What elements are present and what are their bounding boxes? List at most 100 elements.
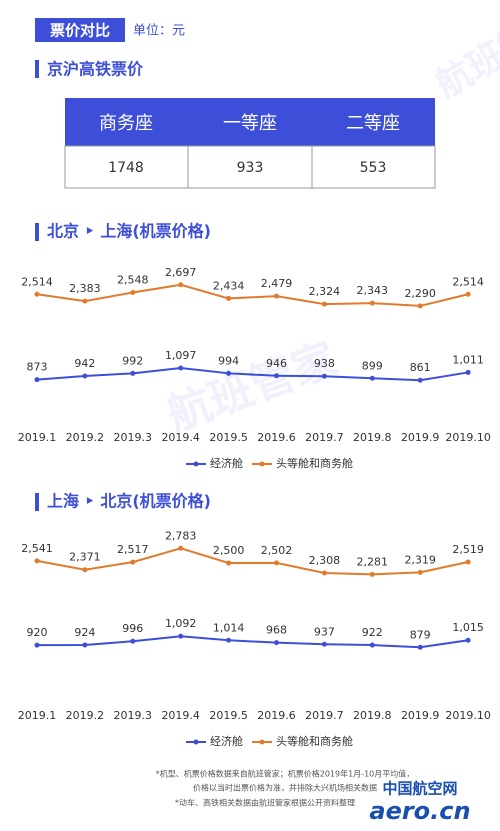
- data-label: 996: [122, 622, 143, 635]
- chart-title: 上海 ‣ 北京(机票价格): [47, 492, 211, 511]
- series-line: [36, 635, 469, 649]
- data-label: 2,548: [117, 274, 149, 287]
- data-label: 2,514: [21, 275, 53, 288]
- data-label: 1,011: [452, 353, 484, 366]
- x-tick-label: 2019.7: [305, 431, 344, 444]
- data-point: [321, 373, 327, 379]
- legend-label: 头等舱和商务舱: [276, 456, 353, 470]
- x-tick-label: 2019.4: [161, 709, 200, 722]
- legend-dot: [193, 461, 199, 467]
- data-label: 2,308: [309, 554, 341, 567]
- table-cell: 1748: [108, 160, 144, 176]
- table-cell: 553: [360, 160, 387, 176]
- x-tick-label: 2019.8: [353, 709, 392, 722]
- data-point: [82, 373, 88, 379]
- data-point: [178, 282, 184, 288]
- data-point: [34, 377, 40, 383]
- data-label: 2,371: [69, 551, 101, 564]
- x-tick-label: 2019.7: [305, 709, 344, 722]
- data-label: 2,383: [69, 282, 101, 295]
- data-point: [465, 637, 471, 643]
- data-point: [417, 644, 423, 650]
- data-point: [274, 293, 279, 299]
- series-line: [36, 283, 469, 307]
- x-tick-label: 2019.6: [257, 431, 296, 444]
- table-header-cell: 商务座: [99, 113, 153, 134]
- table-header: [65, 98, 435, 146]
- legend-label: 经济舱: [210, 456, 243, 470]
- data-label: 899: [362, 359, 383, 372]
- data-point: [178, 633, 184, 639]
- data-label: 2,541: [21, 542, 53, 555]
- data-label: 2,479: [261, 277, 293, 290]
- data-point: [274, 640, 279, 646]
- chart-title-marker: [35, 223, 39, 241]
- data-point: [417, 569, 423, 575]
- data-label: 1,097: [165, 349, 197, 362]
- data-point: [417, 303, 423, 309]
- data-point: [82, 298, 88, 304]
- data-label: 938: [314, 357, 335, 370]
- x-tick-label: 2019.1: [18, 709, 57, 722]
- data-point: [34, 291, 40, 297]
- data-point: [130, 370, 136, 376]
- header-title: 票价对比: [50, 22, 110, 40]
- note: *动车、高铁相关数据由航班管家根据公开资料整理: [175, 798, 355, 808]
- data-label: 2,517: [117, 543, 149, 556]
- data-point: [321, 641, 327, 647]
- data-label: 2,514: [452, 275, 484, 288]
- data-point: [82, 567, 88, 573]
- data-point: [34, 642, 40, 648]
- data-point: [369, 571, 375, 577]
- data-point: [321, 570, 327, 576]
- data-point: [321, 301, 327, 307]
- x-tick-label: 2019.10: [445, 431, 491, 444]
- data-label: 920: [27, 626, 48, 639]
- data-label: 2,290: [404, 287, 436, 300]
- data-label: 879: [410, 628, 431, 641]
- data-label: 994: [218, 354, 239, 367]
- legend-label: 经济舱: [210, 734, 243, 748]
- data-label: 2,500: [213, 544, 245, 557]
- data-point: [465, 369, 471, 375]
- x-tick-label: 2019.10: [445, 709, 491, 722]
- logo-name: 中国航空网: [382, 780, 457, 798]
- data-point: [130, 638, 136, 644]
- x-tick-label: 2019.2: [66, 709, 105, 722]
- data-point: [130, 559, 136, 565]
- data-label: 2,502: [261, 544, 293, 557]
- chart-title-marker: [35, 493, 39, 511]
- data-label: 992: [122, 354, 143, 367]
- data-label: 922: [362, 626, 383, 639]
- data-label: 873: [27, 361, 48, 374]
- data-point: [178, 365, 184, 371]
- data-point: [369, 642, 375, 648]
- x-tick-label: 2019.5: [209, 709, 248, 722]
- data-label: 942: [74, 357, 95, 370]
- table-cell: 933: [237, 160, 264, 176]
- x-tick-label: 2019.9: [401, 431, 440, 444]
- data-point: [178, 545, 184, 551]
- data-label: 924: [74, 626, 95, 639]
- data-point: [465, 559, 471, 565]
- legend-dot: [259, 739, 265, 745]
- note: 价格以当时出票价格为准，并排除大兴机场相关数据: [193, 783, 377, 793]
- data-point: [274, 560, 279, 566]
- data-label: 968: [266, 624, 287, 637]
- data-point: [417, 377, 423, 383]
- data-point: [226, 637, 232, 643]
- data-label: 1,014: [213, 621, 245, 634]
- note: *机型、机票价格数据来自航班管家；机票价格2019年1月-10月平均值，: [156, 769, 415, 779]
- x-tick-label: 2019.6: [257, 709, 296, 722]
- data-label: 1,092: [165, 617, 197, 630]
- data-point: [226, 295, 232, 301]
- data-point: [226, 370, 232, 376]
- x-tick-label: 2019.3: [114, 709, 153, 722]
- x-tick-label: 2019.8: [353, 431, 392, 444]
- data-point: [82, 642, 88, 648]
- data-point: [465, 291, 471, 297]
- watermark: 航班管家: [429, 0, 500, 106]
- data-label: 861: [410, 361, 431, 374]
